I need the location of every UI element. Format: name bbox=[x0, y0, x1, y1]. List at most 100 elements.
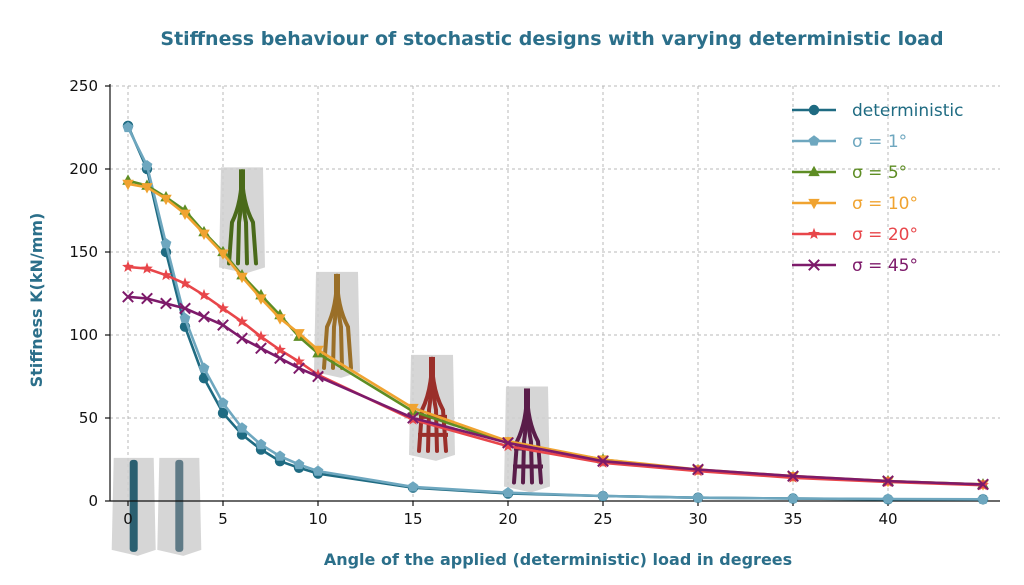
data-point bbox=[293, 362, 305, 375]
data-point bbox=[122, 121, 134, 133]
legend-item: σ = 5° bbox=[792, 163, 907, 183]
data-point bbox=[236, 272, 248, 284]
y-tick-label: 150 bbox=[69, 243, 98, 261]
data-point bbox=[141, 262, 153, 274]
data-point bbox=[217, 319, 229, 331]
data-point bbox=[274, 352, 286, 365]
x-tick-label: 40 bbox=[878, 510, 897, 528]
legend-label: σ = 20° bbox=[852, 225, 918, 245]
x-tick-label: 20 bbox=[498, 510, 517, 528]
data-point bbox=[293, 329, 305, 340]
x-tick-label: 0 bbox=[123, 510, 133, 528]
data-point bbox=[293, 355, 305, 367]
data-point bbox=[312, 368, 324, 380]
data-point bbox=[808, 198, 820, 210]
data-point bbox=[274, 314, 286, 325]
data-point bbox=[312, 345, 324, 357]
data-point bbox=[179, 277, 191, 289]
data-point bbox=[160, 238, 172, 249]
data-point bbox=[692, 492, 704, 503]
data-point bbox=[217, 407, 229, 419]
data-point bbox=[236, 315, 248, 327]
legend-label: σ = 1° bbox=[852, 132, 907, 152]
x-tick-label: 35 bbox=[783, 510, 802, 528]
data-point bbox=[255, 330, 267, 342]
legend-label: deterministic bbox=[852, 101, 963, 121]
design-stem bbox=[239, 169, 245, 200]
design-strut bbox=[129, 459, 138, 552]
data-point bbox=[255, 342, 267, 355]
data-point bbox=[217, 302, 229, 314]
series bbox=[122, 120, 989, 505]
data-point bbox=[407, 412, 419, 424]
data-point bbox=[198, 229, 210, 240]
data-point bbox=[122, 179, 134, 191]
data-point bbox=[977, 478, 989, 491]
y-tick-label: 200 bbox=[69, 160, 98, 178]
y-tick-label: 50 bbox=[79, 409, 98, 427]
data-point bbox=[882, 475, 894, 487]
data-point bbox=[808, 135, 820, 146]
x-tick-label: 10 bbox=[308, 510, 327, 528]
data-point bbox=[198, 288, 210, 301]
legend-item: σ = 45° bbox=[792, 256, 918, 276]
design-inset bbox=[314, 271, 360, 378]
legend-item: σ = 1° bbox=[792, 132, 907, 152]
data-point bbox=[141, 160, 153, 171]
chart-title: Stiffness behaviour of stochastic design… bbox=[160, 28, 943, 50]
data-point bbox=[808, 227, 820, 239]
data-point bbox=[808, 259, 820, 271]
data-point bbox=[160, 194, 172, 206]
data-point bbox=[274, 450, 286, 461]
data-point bbox=[236, 332, 248, 345]
x-tick-label: 30 bbox=[688, 510, 707, 528]
design-stem bbox=[429, 356, 435, 387]
data-point bbox=[122, 260, 134, 272]
legend-label: σ = 10° bbox=[852, 194, 918, 214]
data-point bbox=[217, 397, 229, 408]
y-tick-label: 0 bbox=[88, 492, 98, 510]
data-point bbox=[502, 440, 514, 452]
data-point bbox=[255, 294, 267, 305]
data-point bbox=[274, 343, 286, 355]
data-point bbox=[236, 422, 248, 433]
data-point bbox=[293, 458, 305, 470]
data-point bbox=[808, 104, 820, 116]
legend-item: σ = 20° bbox=[792, 225, 918, 245]
axes: 0 5 10 15 20 25 30 35 40 0 50 100 150 200 250 bbox=[69, 77, 1000, 528]
data-point bbox=[312, 370, 324, 383]
design-inset bbox=[111, 457, 156, 556]
data-point bbox=[179, 209, 191, 221]
x-tick-label: 25 bbox=[593, 510, 612, 528]
data-point bbox=[179, 302, 191, 315]
data-point bbox=[882, 493, 894, 504]
design-inset bbox=[157, 457, 202, 556]
series--20- bbox=[122, 260, 989, 491]
x-tick-label: 15 bbox=[403, 510, 422, 528]
data-point bbox=[597, 455, 609, 468]
data-point bbox=[122, 290, 134, 303]
data-point bbox=[141, 183, 153, 194]
legend-item: σ = 10° bbox=[792, 194, 918, 214]
data-point bbox=[312, 465, 324, 476]
x-axis-label: Angle of the applied (deterministic) loa… bbox=[324, 550, 792, 569]
design-insets bbox=[111, 167, 550, 556]
data-point bbox=[787, 470, 799, 483]
data-point bbox=[198, 362, 210, 373]
legend-label: σ = 45° bbox=[852, 256, 918, 276]
legend: deterministic σ = 1° σ = 5° σ = 10° σ = 20° σ… bbox=[792, 101, 963, 276]
data-point bbox=[255, 438, 267, 450]
data-point bbox=[787, 492, 799, 504]
data-point bbox=[502, 487, 514, 498]
design-stem bbox=[524, 388, 530, 419]
data-point bbox=[198, 310, 210, 323]
data-point bbox=[141, 292, 153, 305]
data-point bbox=[160, 269, 172, 281]
series-line bbox=[127, 295, 984, 486]
y-tick-label: 250 bbox=[69, 77, 98, 95]
design-strut bbox=[175, 459, 184, 552]
data-point bbox=[407, 481, 419, 492]
data-point bbox=[808, 165, 820, 177]
design-inset bbox=[219, 167, 265, 274]
y-axis-label: Stiffness K(kN/mm) bbox=[27, 213, 46, 388]
